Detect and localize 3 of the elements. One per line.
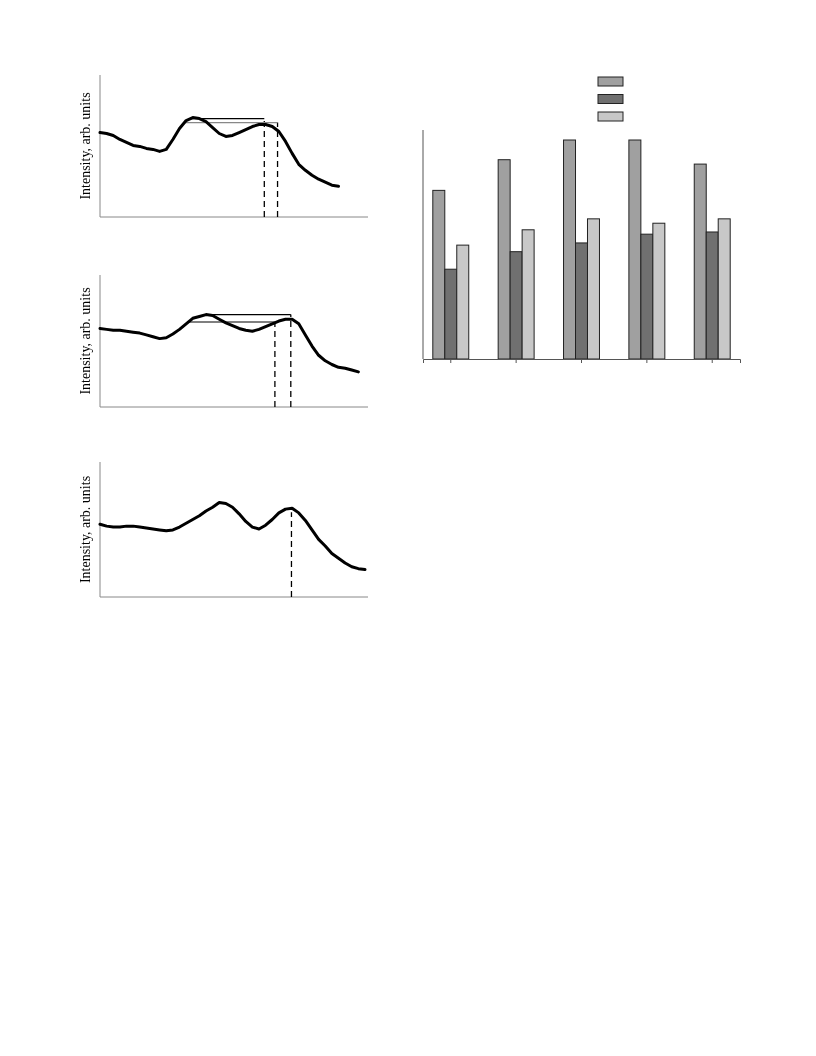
y-axis-title: Intensity, arb. units xyxy=(78,475,93,584)
y-axis-title: Intensity, arb. units xyxy=(78,92,93,200)
y-axis-title: Intensity, arb. units xyxy=(78,287,93,395)
